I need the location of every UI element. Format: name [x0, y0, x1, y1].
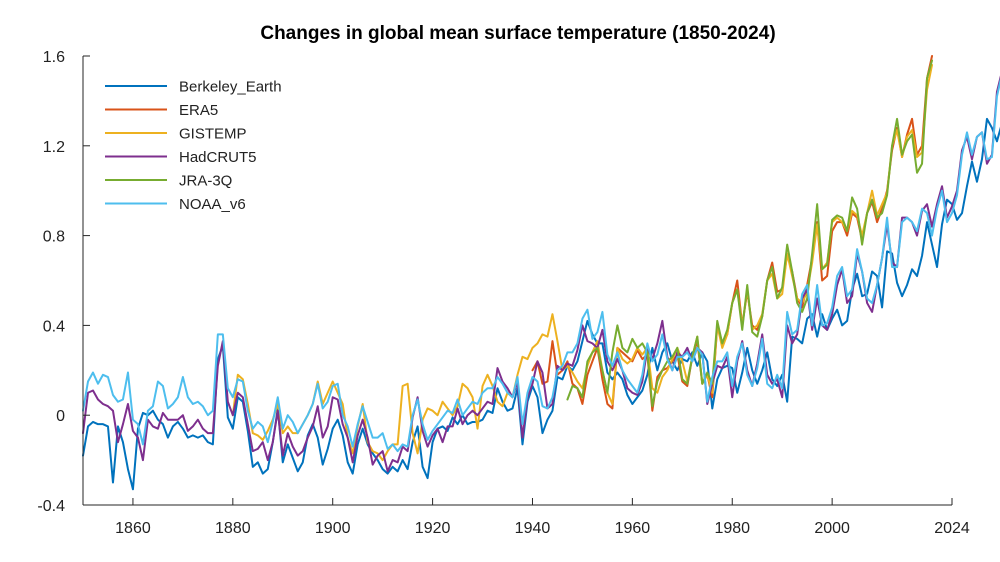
y-tick-label: 1.6	[43, 49, 65, 66]
x-tick-label: 1940	[515, 520, 551, 537]
y-tick-label: 0.4	[43, 318, 65, 335]
y-tick-label: -0.4	[37, 498, 65, 515]
y-tick-label: 0	[56, 408, 65, 425]
y-tick-label: 0.8	[43, 229, 65, 246]
legend-label: HadCRUT5	[179, 149, 257, 166]
x-tick-label: 1960	[615, 520, 651, 537]
legend-label: ERA5	[179, 102, 218, 119]
series-line-noaa-v6	[82, 78, 1000, 453]
x-tick-label: 1980	[714, 520, 750, 537]
y-tick-label: 1.2	[43, 139, 65, 156]
plot-series	[82, 55, 1000, 491]
legend-label: Berkeley_Earth	[179, 79, 282, 96]
series-line-jra-3q	[566, 59, 934, 408]
series-line-hadcrut5	[82, 75, 1000, 473]
x-tick-label: 1860	[115, 520, 151, 537]
series-line-era5	[531, 55, 934, 412]
x-tick-label: 1920	[415, 520, 451, 537]
legend-label: GISTEMP	[179, 126, 247, 143]
axes	[82, 56, 952, 506]
legend-label: JRA-3Q	[179, 173, 232, 190]
series-line-berkeley-earth	[82, 117, 1000, 491]
axis-ticks: 1860 1880 1900 1920 1940 1960 1980 2000 2024 -0.4…	[37, 49, 969, 537]
x-tick-label: 1900	[315, 520, 351, 537]
legend-label: NOAA_v6	[179, 196, 246, 213]
chart-title: Changes in global mean surface temperatu…	[260, 23, 775, 44]
x-tick-label: 2000	[814, 520, 850, 537]
x-tick-label: 1880	[215, 520, 251, 537]
legend: Berkeley_Earth ERA5 GISTEMP HadCRUT5 JRA-3Q N…	[105, 79, 282, 213]
x-tick-label: 2024	[934, 520, 970, 537]
